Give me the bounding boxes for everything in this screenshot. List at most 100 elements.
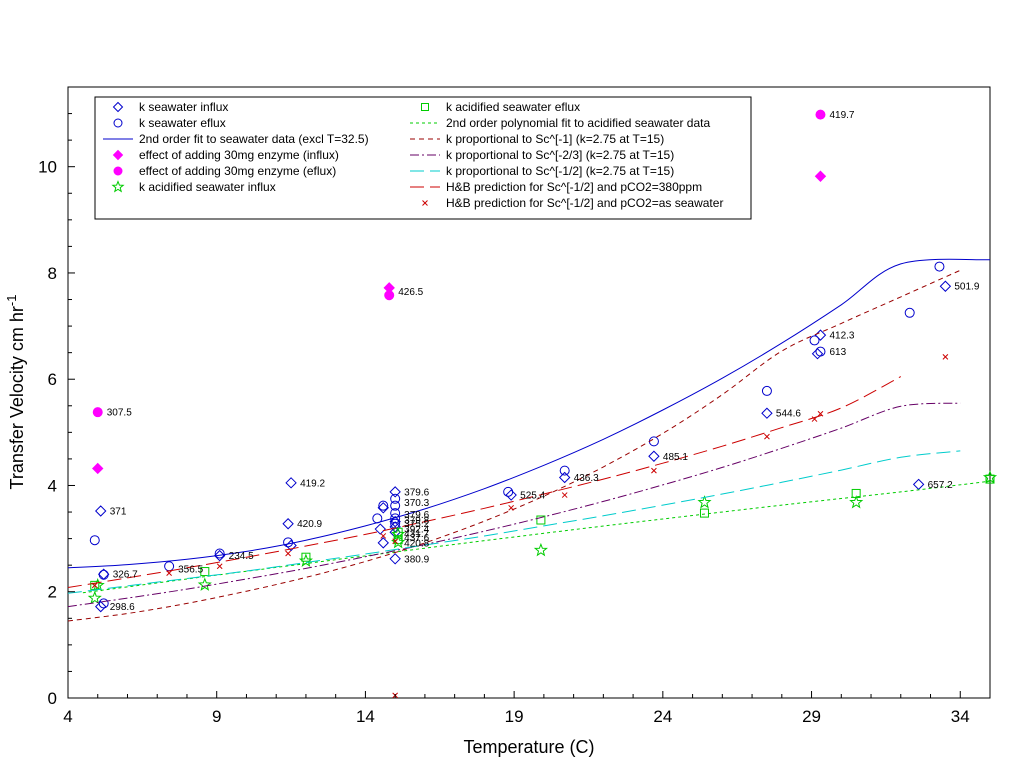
legend-item-2nd-order-fit-to-seawater-data-excl-t-32-5: 2nd order fit to seawater data (excl T=3… bbox=[103, 132, 369, 146]
legend-item-h-b-prediction-for-sc-1-2-and-pco2-as-seawater: H&B prediction for Sc^[-1/2] and pCO2=as… bbox=[422, 196, 723, 210]
legend: k seawater influx k seawater eflux 2nd ord… bbox=[94, 96, 752, 220]
y-tick-label: 6 bbox=[48, 370, 57, 389]
point-label: 525.4 bbox=[520, 491, 545, 502]
data-point bbox=[214, 548, 225, 559]
point-label: 412.3 bbox=[829, 331, 854, 342]
point-label: 436.3 bbox=[574, 473, 599, 484]
data-point-stroke-b bbox=[561, 492, 568, 498]
data-point bbox=[90, 580, 100, 590]
point-label: 657.2 bbox=[928, 480, 953, 491]
data-point bbox=[648, 450, 660, 462]
series-effect-of-adding-30mg-enzyme-eflux bbox=[92, 109, 826, 418]
data-point bbox=[95, 505, 107, 517]
data-point bbox=[285, 550, 291, 557]
legend-item-k-acidified-seawater-eflux: k acidified seawater eflux bbox=[421, 100, 580, 114]
point-label: 370.3 bbox=[404, 498, 429, 509]
data-point bbox=[197, 577, 212, 591]
data-point-stroke-b bbox=[216, 563, 223, 570]
data-point bbox=[814, 170, 827, 182]
point-label: 420.8 bbox=[404, 538, 429, 549]
series-h-b-prediction-for-sc-1-2-and-pco2-as-seawater bbox=[91, 354, 949, 699]
data-point bbox=[384, 290, 395, 301]
data-point-stroke-b bbox=[942, 354, 949, 360]
data-point-stroke-b bbox=[817, 410, 824, 417]
point-label: 437.6 bbox=[404, 533, 429, 544]
data-point bbox=[87, 590, 102, 605]
point-label: 426.5 bbox=[398, 287, 423, 298]
point-label: 419.2 bbox=[300, 478, 325, 489]
x-tick-label: 14 bbox=[356, 707, 375, 726]
series-k-proportional-to-sc-1-2-k-2-75-at-t-15 bbox=[67, 450, 961, 594]
data-point bbox=[390, 500, 401, 511]
legend-marker-symbol bbox=[112, 149, 124, 161]
x-tick-label: 9 bbox=[212, 707, 221, 726]
x-tick-label: 19 bbox=[505, 707, 524, 726]
data-point bbox=[91, 582, 98, 589]
data-point-stroke-b bbox=[285, 550, 291, 557]
point-label: 379.6 bbox=[404, 487, 429, 498]
data-point-stroke-b bbox=[811, 416, 818, 422]
data-point bbox=[559, 465, 570, 476]
legend-label: k seawater influx bbox=[139, 100, 228, 114]
legend-box bbox=[94, 96, 752, 220]
data-point bbox=[89, 535, 100, 546]
data-point bbox=[98, 598, 109, 609]
point-label: 375.2 bbox=[404, 519, 429, 530]
data-point-stroke-b bbox=[764, 433, 770, 440]
plot-area-frame bbox=[67, 86, 991, 699]
data-point bbox=[561, 492, 568, 498]
point-label: 544.6 bbox=[776, 409, 801, 420]
series-h-b-prediction-for-sc-1-2-and-pco2-380ppm bbox=[67, 376, 902, 588]
data-point bbox=[393, 527, 403, 537]
y-axis-title: Transfer Velocity cm hr-1 bbox=[4, 295, 27, 490]
data-point bbox=[817, 410, 824, 417]
legend-item-k-seawater-eflux: k seawater eflux bbox=[113, 116, 226, 130]
legend-item-2nd-order-polynomial-fit-to-acidified-seawater-data: 2nd order polynomial fit to acidified se… bbox=[410, 116, 710, 130]
point-label: 326.7 bbox=[113, 570, 138, 581]
data-point bbox=[811, 348, 824, 360]
data-point bbox=[942, 354, 949, 360]
y-axis-title-text: Transfer Velocity cm hr bbox=[7, 306, 27, 489]
data-point bbox=[505, 489, 517, 501]
point-label: 371 bbox=[110, 506, 127, 517]
data-point bbox=[934, 261, 945, 272]
data-point bbox=[503, 486, 514, 497]
y-axis-title-superscript: -1 bbox=[4, 295, 19, 307]
point-label: 420.9 bbox=[297, 519, 322, 530]
data-point bbox=[285, 477, 297, 489]
data-point bbox=[811, 416, 818, 422]
data-point-stroke-b bbox=[651, 467, 657, 474]
legend-item-effect-of-adding-30mg-enzyme-influx: effect of adding 30mg enzyme (influx) bbox=[112, 148, 339, 162]
data-point bbox=[815, 346, 826, 357]
legend-item-k-proportional-to-sc-1-k-2-75-at-t-15: k proportional to Sc^[-1] (k=2.75 at T=1… bbox=[410, 132, 664, 146]
legend-item-k-acidified-seawater-influx: k acidified seawater influx bbox=[111, 180, 276, 194]
data-point bbox=[809, 335, 820, 346]
x-tick-label: 34 bbox=[951, 707, 970, 726]
legend-marker-symbol bbox=[113, 118, 123, 128]
legend-label: k proportional to Sc^[-2/3] (k=2.75 at T… bbox=[446, 148, 674, 162]
legend-marker-symbol bbox=[421, 103, 429, 111]
data-point bbox=[536, 515, 546, 525]
series-line-k-proportional-to-sc-1-k-2-75-at-t-15 bbox=[67, 269, 961, 622]
data-point bbox=[533, 542, 548, 557]
legend-label: effect of adding 30mg enzyme (influx) bbox=[139, 148, 339, 162]
legend-label: effect of adding 30mg enzyme (eflux) bbox=[139, 164, 336, 178]
data-point bbox=[166, 570, 172, 576]
data-point bbox=[558, 471, 571, 484]
data-point bbox=[390, 493, 401, 504]
point-label: 379.8 bbox=[404, 516, 429, 527]
data-point bbox=[761, 407, 773, 419]
legend-item-k-proportional-to-sc-1-2-k-2-75-at-t-15: k proportional to Sc^[-1/2] (k=2.75 at T… bbox=[410, 164, 674, 178]
legend-label: k proportional to Sc^[-1/2] (k=2.75 at T… bbox=[446, 164, 674, 178]
point-label: 485.1 bbox=[663, 452, 688, 463]
legend-item-h-b-prediction-for-sc-1-2-and-pco2-380ppm: H&B prediction for Sc^[-1/2] and pCO2=38… bbox=[410, 180, 702, 194]
series-line-k-proportional-to-sc-1-2-k-2-75-at-t-15 bbox=[67, 450, 961, 594]
point-label: 307.5 bbox=[107, 408, 132, 419]
data-point-stroke-b bbox=[508, 504, 515, 511]
legend-item-k-seawater-influx: k seawater influx bbox=[112, 100, 228, 114]
data-point-stroke-b bbox=[166, 570, 172, 576]
y-tick-label: 0 bbox=[48, 689, 57, 708]
point-label: 431.7 bbox=[404, 529, 429, 540]
